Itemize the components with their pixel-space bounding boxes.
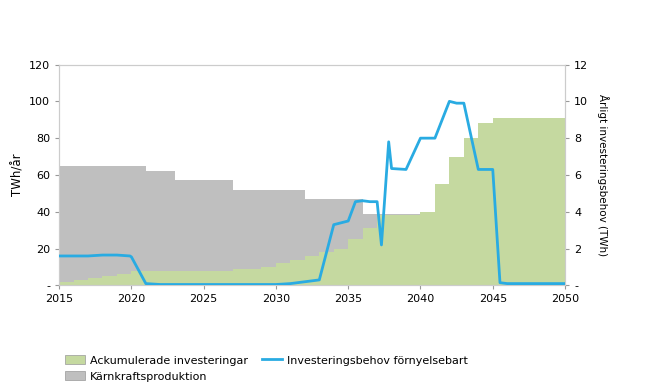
Legend: Ackumulerade investeringar, Kärnkraftsproduktion, Investeringsbehov förnyelsebar: Ackumulerade investeringar, Kärnkraftspr… — [64, 355, 468, 382]
Text: Investeringsbehov i förnybar produktion  2015-2050: Investeringsbehov i förnybar produktion … — [91, 21, 566, 36]
Y-axis label: Årligt investeringsbehov (TWh): Årligt investeringsbehov (TWh) — [597, 94, 608, 256]
Y-axis label: TWh/år: TWh/år — [12, 154, 25, 196]
